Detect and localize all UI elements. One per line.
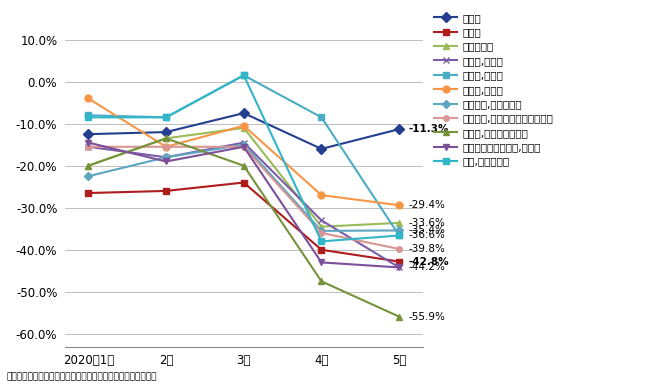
製造業 (395, 259, 403, 264)
情報通信業 (318, 224, 326, 229)
生活関連サービス業,娯楽業 (318, 260, 326, 265)
不動産業,物品賃貸業 (84, 174, 92, 179)
生活関連サービス業,娯楽業 (240, 144, 248, 149)
製造業 (318, 248, 326, 252)
宿泊業,飲食サービス業 (395, 314, 403, 319)
製造業 (162, 189, 170, 193)
卸売業,小売業 (84, 113, 92, 117)
情報通信業 (162, 136, 170, 141)
Line: 建設業: 建設業 (85, 110, 402, 152)
不動産業,物品賃貸業 (395, 228, 403, 233)
宿泊業,飲食サービス業 (84, 163, 92, 168)
学術研究,専門・技術サービス業 (162, 144, 170, 149)
宿泊業,飲食サービス業 (162, 136, 170, 141)
建設業 (162, 130, 170, 134)
運輸業,郵便業 (318, 218, 326, 223)
Line: 学術研究,専門・技術サービス業: 学術研究,専門・技術サービス業 (86, 144, 402, 252)
教育,学習支援業 (84, 115, 92, 120)
教育,学習支援業 (318, 239, 326, 244)
Line: 不動産業,物品賃貸業: 不動産業,物品賃貸業 (86, 142, 402, 234)
Text: -35.4%: -35.4% (408, 226, 445, 236)
建設業 (395, 127, 403, 131)
情報通信業 (84, 163, 92, 168)
不動産業,物品賃貸業 (162, 155, 170, 160)
卸売業,小売業 (240, 73, 248, 78)
Text: -44.2%: -44.2% (408, 263, 445, 273)
Text: -11.3%: -11.3% (408, 124, 449, 134)
Text: -29.4%: -29.4% (408, 200, 445, 210)
不動産業,物品賃貸業 (240, 142, 248, 147)
Legend: 建設業, 製造業, 情報通信業, 運輸業,郵便業, 卸売業,小売業, 金融業,保険業, 不動産業,物品賃貸業, 学術研究,専門・技術サービス業, 宿泊業,飲食サ: 建設業, 製造業, 情報通信業, 運輸業,郵便業, 卸売業,小売業, 金融業,保… (434, 13, 553, 167)
学術研究,専門・技術サービス業 (84, 144, 92, 149)
金融業,保険業 (162, 144, 170, 149)
学術研究,専門・技術サービス業 (395, 247, 403, 251)
運輸業,郵便業 (240, 140, 248, 145)
金融業,保険業 (395, 203, 403, 208)
教育,学習支援業 (162, 115, 170, 120)
生活関連サービス業,娯楽業 (84, 140, 92, 145)
不動産業,物品賃貸業 (318, 229, 326, 233)
建設業 (240, 111, 248, 116)
建設業 (318, 147, 326, 151)
Line: 宿泊業,飲食サービス業: 宿泊業,飲食サービス業 (85, 135, 402, 320)
Text: -33.6%: -33.6% (408, 218, 445, 228)
学術研究,専門・技術サービス業 (240, 144, 248, 149)
教育,学習支援業 (395, 233, 403, 238)
卸売業,小売業 (318, 115, 326, 120)
教育,学習支援業 (240, 73, 248, 78)
Line: 情報通信業: 情報通信業 (85, 124, 402, 230)
宿泊業,飲食サービス業 (240, 163, 248, 168)
運輸業,郵便業 (84, 144, 92, 149)
宿泊業,飲食サービス業 (318, 279, 326, 284)
Text: 出典：厉生労働省「一般職業紹介状況（職業安定業務統計）」: 出典：厉生労働省「一般職業紹介状況（職業安定業務統計）」 (6, 372, 157, 381)
運輸業,郵便業 (395, 265, 403, 270)
Line: 金融業,保険業: 金融業,保険業 (85, 95, 402, 209)
Line: 運輸業,郵便業: 運輸業,郵便業 (85, 139, 402, 271)
Line: 教育,学習支援業: 教育,学習支援業 (85, 72, 402, 245)
金融業,保険業 (318, 193, 326, 198)
製造業 (240, 180, 248, 185)
卸売業,小売業 (395, 233, 403, 238)
学術研究,専門・技術サービス業 (318, 231, 326, 235)
製造業 (84, 191, 92, 195)
金融業,保険業 (84, 96, 92, 101)
情報通信業 (395, 221, 403, 225)
Text: -42.8%: -42.8% (408, 256, 449, 266)
Text: -55.9%: -55.9% (408, 311, 445, 321)
生活関連サービス業,娯楽業 (395, 265, 403, 270)
Line: 製造業: 製造業 (85, 179, 402, 265)
Text: -36.6%: -36.6% (408, 231, 445, 241)
金融業,保険業 (240, 124, 248, 128)
建設業 (84, 132, 92, 136)
Line: 卸売業,小売業: 卸売業,小売業 (85, 72, 402, 239)
情報通信業 (240, 126, 248, 130)
運輸業,郵便業 (162, 155, 170, 160)
生活関連サービス業,娯楽業 (162, 159, 170, 164)
Line: 生活関連サービス業,娯楽業: 生活関連サービス業,娯楽業 (85, 139, 402, 271)
Text: -39.8%: -39.8% (408, 244, 445, 254)
卸売業,小売業 (162, 115, 170, 120)
